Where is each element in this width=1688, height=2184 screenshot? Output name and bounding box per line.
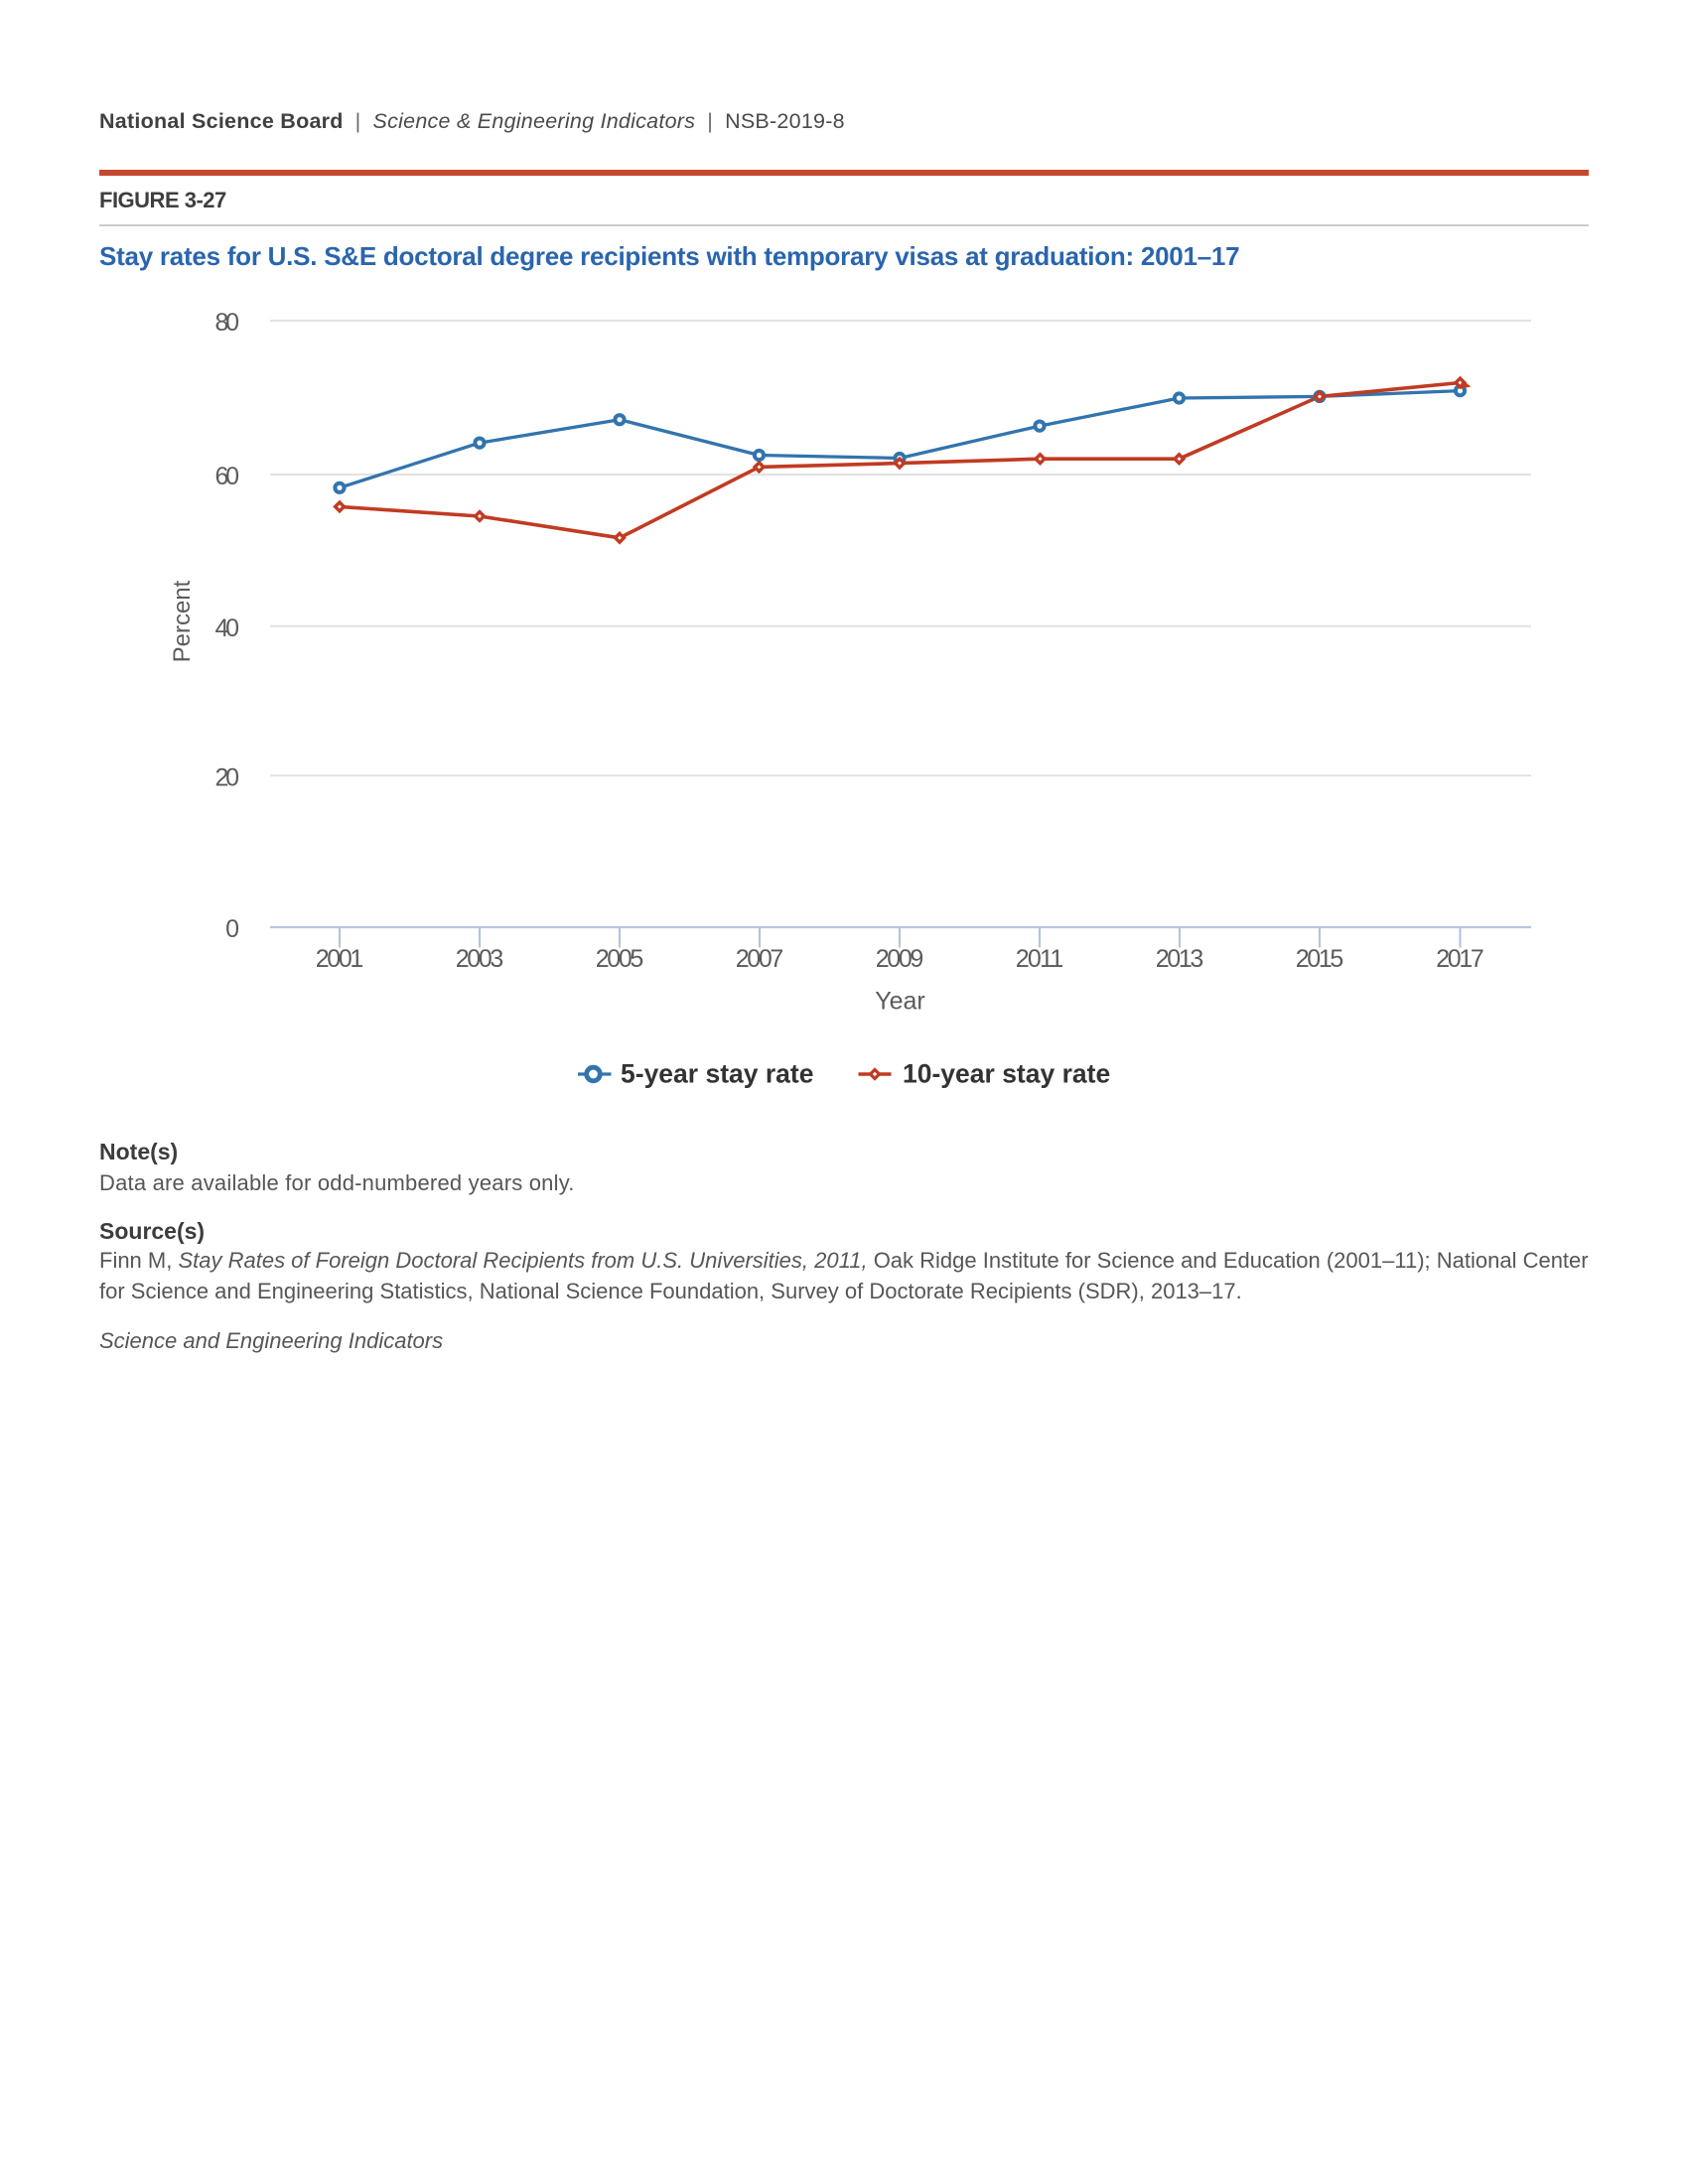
svg-text:0: 0 bbox=[225, 915, 239, 943]
svg-text:2001: 2001 bbox=[316, 945, 364, 973]
svg-text:2015: 2015 bbox=[1296, 945, 1344, 973]
svg-text:2013: 2013 bbox=[1156, 945, 1204, 973]
svg-text:80: 80 bbox=[215, 309, 240, 337]
svg-text:2009: 2009 bbox=[876, 945, 924, 973]
svg-text:2007: 2007 bbox=[736, 945, 784, 973]
svg-text:2003: 2003 bbox=[456, 945, 504, 973]
svg-text:2017: 2017 bbox=[1436, 945, 1484, 973]
svg-text:10-year stay rate: 10-year stay rate bbox=[903, 1059, 1110, 1089]
svg-text:2011: 2011 bbox=[1016, 945, 1064, 973]
svg-text:2005: 2005 bbox=[596, 945, 644, 973]
svg-text:60: 60 bbox=[215, 463, 240, 490]
svg-text:20: 20 bbox=[215, 763, 240, 791]
svg-text:Percent: Percent bbox=[169, 580, 196, 662]
svg-text:5-year stay rate: 5-year stay rate bbox=[621, 1059, 813, 1089]
svg-text:40: 40 bbox=[215, 614, 240, 642]
svg-text:Year: Year bbox=[875, 987, 925, 1015]
